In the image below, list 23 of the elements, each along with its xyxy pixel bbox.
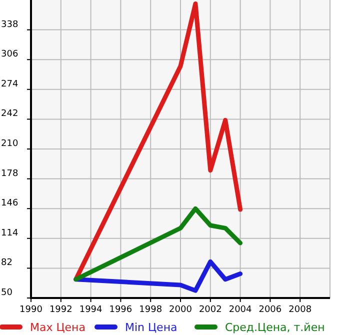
y-tick-label: 178 <box>1 168 18 179</box>
x-tick-label: 2008 <box>288 305 312 315</box>
x-tick-label: 2002 <box>198 305 222 315</box>
x-tick-label: 2000 <box>169 305 192 315</box>
y-tick-label: 114 <box>1 228 18 238</box>
x-tick-label: 1992 <box>49 305 72 315</box>
x-tick-label: 1990 <box>20 305 43 315</box>
x-tick-label: 1994 <box>79 305 103 315</box>
x-tick-label: 2006 <box>258 305 282 315</box>
y-tick-label: 306 <box>1 50 18 60</box>
y-tick-label: 82 <box>1 258 12 268</box>
legend-label: Сред.Цена, т.йен <box>225 321 325 334</box>
y-tick-label: 210 <box>1 139 18 149</box>
x-tick-label: 1998 <box>139 305 162 315</box>
y-tick-label: 274 <box>1 79 18 90</box>
y-tick-label: 50 <box>1 288 13 298</box>
y-tick-label: 146 <box>1 198 18 209</box>
y-tick-label: 242 <box>1 109 18 120</box>
y-tick-label: 338 <box>1 20 18 30</box>
x-tick-label: 1996 <box>109 305 132 315</box>
legend-label: Max Цена <box>30 321 86 334</box>
legend-label: Min Цена <box>125 321 178 334</box>
x-tick-label: 2004 <box>228 305 252 315</box>
